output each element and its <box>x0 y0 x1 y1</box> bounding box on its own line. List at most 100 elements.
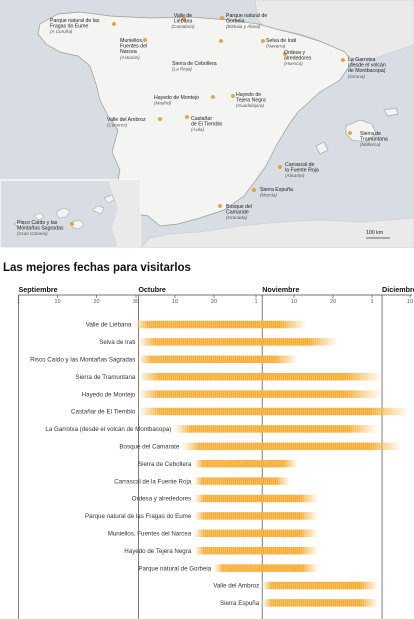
place-marker-icon <box>158 117 162 121</box>
x-tick-label: 20 <box>93 299 99 305</box>
x-tick-label: 1 <box>254 299 257 305</box>
place-region: (Girona) <box>348 74 365 79</box>
bar-row: Hayedo de Tejera Negra <box>124 546 319 555</box>
category-label: Castañar de El Tiemblo <box>71 409 136 416</box>
date-range-bar-texture <box>138 355 299 364</box>
place-region: (Mallorca) <box>360 142 381 147</box>
place-marker-icon <box>219 39 223 43</box>
x-tick-label: 10 <box>407 299 413 305</box>
x-tick-label: 10 <box>54 299 60 305</box>
map-place: Sierra de Cebollera(La Rioja) <box>172 39 223 72</box>
place-name-line: (desde el volcán <box>348 63 386 69</box>
place-region: (Navarra) <box>266 44 286 49</box>
place-marker-icon <box>231 94 235 98</box>
place-name-line: Carrascal de <box>285 162 315 168</box>
place-name-line: Hayedo de <box>236 92 261 98</box>
place-name: Ordesa y alrededores <box>284 50 312 62</box>
place-region: (Huesca) <box>284 61 303 66</box>
place-name-line: Bosque del <box>226 204 252 210</box>
bar-row: Muniellos, Fuentes del Narcea <box>108 529 319 538</box>
place-name-line: Sierra Espuña <box>260 187 293 193</box>
date-range-bar-texture <box>138 390 383 398</box>
bar-row: La Garrotxa (desde el volcán de Montbaco… <box>45 425 379 433</box>
map-place: Valle de Liébana(Cantabria) <box>172 13 195 29</box>
bar-row: Risco Caído y las Montañas Sagradas <box>30 355 299 364</box>
menorca-island <box>383 107 399 117</box>
place-name: Sierra de Cebollera <box>172 61 217 67</box>
place-name-line: Valle del Ambroz <box>107 117 146 123</box>
place-marker-icon <box>278 165 282 169</box>
chart-title: Las mejores fechas para visitarlos <box>3 262 191 274</box>
place-name-line: Fuentes del <box>120 44 147 50</box>
place-marker-icon <box>252 188 256 192</box>
date-range-bar-texture <box>138 407 411 416</box>
map-svg: 100 km Parque natural de las Fragas do Eu… <box>0 0 414 248</box>
mallorca-island <box>345 119 377 143</box>
map-place: Sierra Espuña(Murcia) <box>252 187 293 198</box>
bar-row: Bosque del Camarate <box>119 442 403 451</box>
place-name: Muniellos, Fuentes del Narcea <box>120 38 147 55</box>
place-region: (Bizkaia y Álava) <box>226 23 261 29</box>
place-name: Carrascal de la Fuente Roja <box>285 162 319 174</box>
place-name: Risco Caído y las Montañas Sagradas <box>17 220 64 232</box>
place-name-line: Sierra de Cebollera <box>172 61 217 67</box>
place-marker-icon <box>143 38 147 42</box>
place-marker-icon <box>261 39 265 43</box>
map-place: Bosque del Camarate(Granada) <box>218 204 252 220</box>
place-name-line: alrededores <box>284 56 312 62</box>
place-marker-icon <box>220 16 224 20</box>
map-place: Risco Caído y las Montañas Sagradas(Gran … <box>17 220 74 236</box>
place-name-line: Narcea <box>120 49 137 55</box>
category-label: Ordesa y alrededores <box>132 496 192 503</box>
bar-row: Parque natural de Gorbeia <box>138 564 319 572</box>
place-region: (Alicante) <box>285 173 305 178</box>
chart-svg: Septiembre Octubre Noviembre Diciembre 1 10 20… <box>17 285 414 619</box>
place-name-line: Montañas Sagradas <box>17 226 64 232</box>
x-tick-label: 10 <box>291 299 297 305</box>
map-place: Parque natural de las Fragas do Eume(A Co… <box>50 18 116 34</box>
place-region: (Guadalajara) <box>236 103 265 108</box>
bar-row: Sierra de Cebollera <box>138 459 299 468</box>
place-marker-icon <box>182 17 186 21</box>
place-name: Valle del Ambroz <box>107 117 146 123</box>
date-range-bar-texture <box>182 442 403 451</box>
map-place: Carrascal de la Fuente Roja(Alicante) <box>278 162 319 178</box>
map-place: Sierra de Tramuntana(Mallorca) <box>348 131 388 147</box>
map-place: Ordesa y alrededores(Huesca) <box>283 50 312 66</box>
date-range-bar-texture <box>194 494 319 503</box>
place-marker-icon <box>70 222 74 226</box>
date-range-bar-texture <box>262 599 379 607</box>
bar-row: Selva de Irati <box>99 338 339 346</box>
place-name-line: Ordesa y <box>284 50 305 56</box>
category-label: Sierra de Tramuntana <box>75 374 135 381</box>
iberian-peninsula <box>37 11 353 227</box>
x-tick-label: 1 <box>370 299 373 305</box>
bar-row: Sierra Espuña <box>220 599 379 607</box>
place-name-line: Hayedo de Montejo <box>154 95 199 101</box>
place-name-line: Castañar <box>191 116 212 122</box>
month-label: Septiembre <box>19 285 58 294</box>
x-tick-label: 10 <box>172 299 178 305</box>
date-range-bar-texture <box>138 372 383 381</box>
place-name: Valle de Liébana <box>174 13 193 25</box>
map-place: Hayedo de Tejera Negra(Guadalajara) <box>231 92 266 108</box>
date-range-bar-texture <box>214 564 319 572</box>
place-name-line: Fragas do Eume <box>50 24 88 30</box>
place-name-line: La Garrotxa <box>348 57 376 63</box>
north-africa-landmass <box>139 217 414 248</box>
place-region: (A Coruña) <box>50 29 73 34</box>
bar-row: Ordesa y alrededores <box>132 494 319 503</box>
place-region: (Cáceres) <box>107 123 128 128</box>
place-name: Sierra Espuña <box>260 187 293 193</box>
category-label: Muniellos, Fuentes del Narcea <box>108 531 192 538</box>
date-range-bar-texture <box>194 459 299 468</box>
place-name-line: Sierra de <box>360 131 381 137</box>
bar-row: Valle del Ambroz <box>213 581 379 590</box>
category-label: Valle del Ambroz <box>213 583 259 590</box>
date-range-bar-texture <box>194 512 319 520</box>
place-region: (Cantabria) <box>172 24 195 29</box>
x-tick-label: 20 <box>330 299 336 305</box>
category-label: Bosque del Camarate <box>119 444 179 451</box>
place-name: Parque natural de las Fragas do Eume <box>50 18 100 30</box>
scale-label: 100 km <box>366 230 383 236</box>
